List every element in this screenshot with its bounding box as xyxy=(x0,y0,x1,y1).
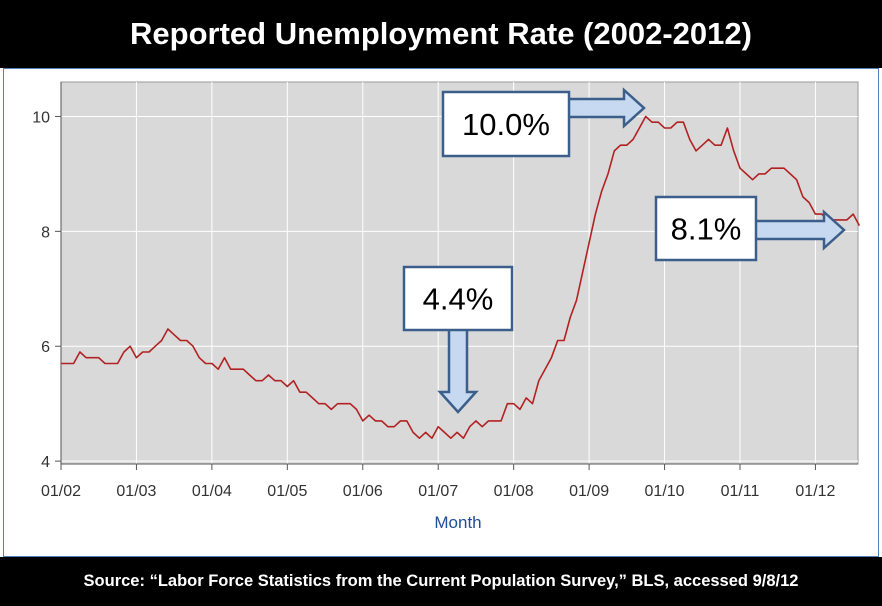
x-tick-label: 01/05 xyxy=(267,483,307,500)
x-tick-label: 01/06 xyxy=(343,483,383,500)
series-layer xyxy=(61,115,861,440)
axes: 01/02 01/03 01/04 01/05 01/06 01/07 01/08 01/09… xyxy=(32,82,858,532)
x-tick-label: 01/04 xyxy=(192,483,232,500)
x-tick-label: 01/02 xyxy=(41,483,81,500)
source-text: Source: “Labor Force Statistics from the… xyxy=(83,572,799,590)
y-tick-label: 8 xyxy=(41,224,50,241)
y-tick-label: 10 xyxy=(32,109,50,126)
latest-annotation-arrow xyxy=(751,209,846,251)
x-tick-label: 01/07 xyxy=(418,483,458,500)
x-axis-label: Month xyxy=(434,513,481,532)
peak-annotation-box xyxy=(441,90,571,158)
low-annotation-arrow xyxy=(437,326,479,414)
low-annotation-label: 4.4% xyxy=(423,282,494,317)
unemployment-rate-line xyxy=(61,115,861,440)
y-tick-label: 4 xyxy=(41,454,50,471)
latest-annotation-label: 8.1% xyxy=(671,212,742,247)
chart-title: Reported Unemployment Rate (2002-2012) xyxy=(130,16,752,51)
y-tick-label: 6 xyxy=(41,339,50,356)
source-footer: Source: “Labor Force Statistics from the… xyxy=(0,557,882,606)
x-tick-label: 01/09 xyxy=(569,483,609,500)
low-annotation-box xyxy=(402,265,514,332)
x-tick-label: 01/10 xyxy=(645,483,685,500)
x-tick-label: 01/11 xyxy=(721,483,760,500)
peak-annotation-arrow xyxy=(564,87,646,129)
latest-annotation-box xyxy=(654,195,758,262)
x-tick-label: 01/08 xyxy=(494,483,534,500)
x-tick-label: 01/03 xyxy=(116,483,156,500)
title-bar: Reported Unemployment Rate (2002-2012) xyxy=(0,0,882,68)
peak-annotation-label: 10.0% xyxy=(462,107,550,142)
annotations: 10.0% 4.4% 8.1% xyxy=(402,87,846,414)
x-tick-label: 01/12 xyxy=(795,483,835,500)
